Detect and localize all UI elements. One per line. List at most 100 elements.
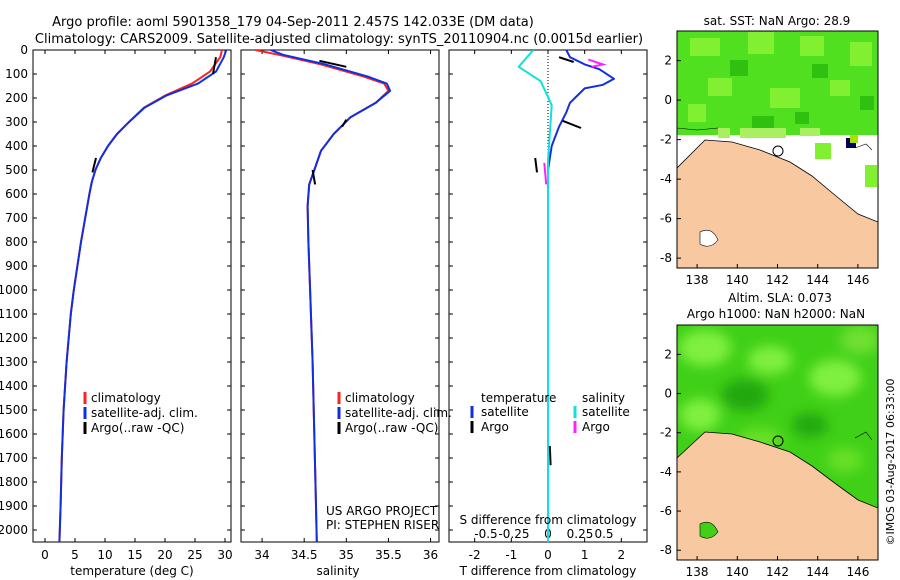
- salinity-legend: climatology satellite-adj. clim. Argo(..…: [337, 391, 452, 435]
- map-x-tick-label: 146: [846, 565, 869, 579]
- sst-map-axes: 138 140 142 144 146 2 0 -2 -4 -6 -8: [660, 54, 869, 287]
- legend-label-s-argo: Argo: [582, 420, 610, 434]
- title-line-2: Climatology: CARS2009. Satellite-adjuste…: [35, 32, 643, 47]
- series-t-argo: [534, 157, 538, 173]
- salinity-axis-label: salinity: [316, 564, 359, 578]
- map-y-tick-label: -2: [660, 133, 672, 147]
- depth-tick-label: 300: [5, 115, 28, 129]
- map-x-tick-label: 138: [686, 565, 709, 579]
- sla-map-title-line-1: Altim. SLA: 0.073: [728, 291, 832, 305]
- depth-tick-label: 400: [5, 139, 28, 153]
- x-tick-label: 35.5: [375, 548, 402, 562]
- depth-tick-label: 800: [5, 235, 28, 249]
- temperature-axis-label: temperature (deg C): [70, 564, 193, 578]
- sst-map-title: sat. SST: NaN Argo: 28.9: [704, 14, 851, 28]
- s-difference-axis-label: S difference from climatology: [460, 513, 637, 527]
- map-x-tick-label: 140: [726, 565, 749, 579]
- map-x-tick-label: 144: [806, 273, 829, 287]
- sla-map-title-line-2: Argo h1000: NaN h2000: NaN: [687, 307, 865, 321]
- depth-tick-label: 600: [5, 187, 28, 201]
- legend-label-climatology: climatology: [91, 391, 161, 405]
- series-s-argo: [543, 162, 548, 185]
- difference-legend: temperature salinity satellite Argo sate…: [470, 391, 630, 434]
- map-y-tick-label: -6: [660, 504, 672, 518]
- series-t-argo: [548, 445, 552, 466]
- map-x-tick-label: 142: [766, 273, 789, 287]
- sst-map-image: [677, 31, 878, 268]
- legend-label-satellite: satellite-adj. clim.: [91, 406, 198, 420]
- x-tick-label: 10: [97, 548, 112, 562]
- series-argo-raw-qc-: [212, 57, 217, 75]
- depth-tick-label: 1100: [0, 307, 28, 321]
- depth-tick-label: 100: [5, 67, 28, 81]
- salinity-plot-frame: [240, 49, 440, 543]
- x-tick-label: 36: [423, 548, 438, 562]
- depth-tick-label: 1000: [0, 283, 28, 297]
- map-x-tick-label: 146: [846, 273, 869, 287]
- x-tick-label: 25: [187, 548, 202, 562]
- map-y-tick-label: -8: [660, 251, 672, 265]
- series-argo-raw-qc-: [319, 59, 347, 68]
- depth-tick-label: 0: [20, 43, 28, 57]
- series-argo-raw-qc-: [91, 157, 97, 173]
- x-tick-label: 0: [41, 548, 49, 562]
- temperature-plot-frame: [32, 49, 232, 543]
- x-tick-label: 5: [71, 548, 79, 562]
- map-y-tick-label: 2: [664, 54, 672, 68]
- t-difference-axis-label: T difference from climatology: [459, 564, 637, 578]
- series-satellite-adj-clim-: [270, 50, 392, 542]
- series-group: [517, 50, 615, 542]
- map-x-tick-label: 140: [726, 273, 749, 287]
- map-x-tick-label: 144: [806, 565, 829, 579]
- depth-tick-label: 700: [5, 211, 28, 225]
- x-tick-label: -1: [505, 548, 517, 562]
- depth-tick-label: 2000: [0, 523, 28, 537]
- sla-map-image: [677, 325, 878, 560]
- map-y-tick-label: -2: [660, 426, 672, 440]
- depth-tick-label: 1300: [0, 355, 28, 369]
- sla-map-argo-marker: [772, 435, 784, 447]
- legend-label-argo: Argo(..raw -QC): [345, 421, 438, 435]
- legend-label-argo: Argo(..raw -QC): [91, 421, 184, 435]
- series-t-argo: [558, 56, 575, 63]
- legend-title-salinity: salinity: [582, 391, 625, 405]
- depth-tick-label: 1500: [0, 403, 28, 417]
- map-y-tick-label: -4: [660, 465, 672, 479]
- legend-label-climatology: climatology: [345, 391, 415, 405]
- series-satellite-adj-clim-: [58, 50, 228, 542]
- legend-label-satellite: satellite-adj. clim.: [345, 406, 452, 420]
- temperature-legend: climatology satellite-adj. clim. Argo(..…: [83, 391, 198, 435]
- x-tick-label: 34.5: [291, 548, 318, 562]
- map-y-tick-label: -8: [660, 543, 672, 557]
- legend-label-t-argo: Argo: [481, 420, 509, 434]
- map-x-tick-label: 142: [766, 565, 789, 579]
- sla-map-axes: 138 140 142 144 146 2 0 -2 -4 -6 -8: [660, 347, 869, 579]
- sst-map-argo-marker: [772, 145, 784, 157]
- legend-label-s-satellite: satellite: [582, 405, 630, 419]
- map-y-tick-label: 0: [664, 387, 672, 401]
- depth-tick-label: 1400: [0, 379, 28, 393]
- legend-label-t-satellite: satellite: [481, 405, 529, 419]
- project-annotation-line-2: PI: STEPHEN RISER: [326, 518, 439, 532]
- s-tick-label: 0.5: [594, 527, 613, 541]
- depth-tick-label: 1200: [0, 331, 28, 345]
- project-annotation-line-1: US ARGO PROJECT: [326, 504, 438, 518]
- x-tick-label: 0: [544, 548, 552, 562]
- depth-tick-label: 900: [5, 259, 28, 273]
- legend-title-temperature: temperature: [481, 391, 556, 405]
- series-group: [255, 50, 392, 542]
- x-tick-label: -2: [469, 548, 481, 562]
- series-argo-raw-qc-: [311, 169, 317, 185]
- imos-timestamp: ©IMOS 03-Aug-2017 06:33:00: [884, 379, 897, 546]
- series-t-argo: [562, 119, 582, 129]
- map-y-tick-label: -4: [660, 172, 672, 186]
- x-tick-label: 34: [254, 548, 269, 562]
- salinity-chart: 34 34.5 35 35.5 36: [241, 49, 439, 562]
- x-tick-label: 1: [581, 548, 589, 562]
- s-tick-label: -0.5: [474, 527, 497, 541]
- series-s-satellite: [517, 50, 553, 542]
- s-tick-label: -0.25: [498, 527, 529, 541]
- x-tick-label: 2: [618, 548, 626, 562]
- difference-chart: -2 -1 0 1 2-0.5 -0.25 0 0.25 0.5: [449, 49, 647, 562]
